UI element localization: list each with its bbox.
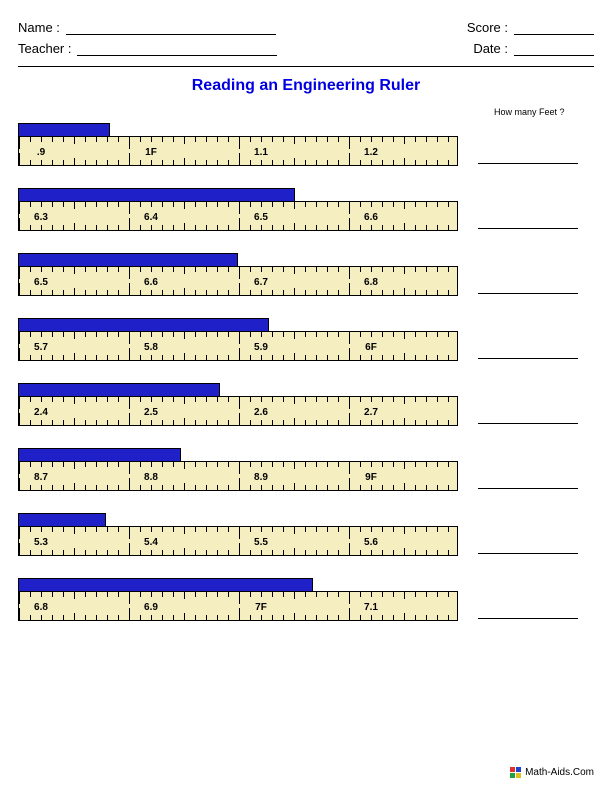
date-input-line[interactable] <box>514 42 594 56</box>
score-input-line[interactable] <box>514 21 594 35</box>
measure-bar <box>18 383 220 396</box>
page-title: Reading an Engineering Ruler <box>18 77 594 95</box>
ruler-label: 5.4 <box>144 537 158 548</box>
footer: Math-Aids.Com <box>510 767 594 778</box>
ruler-label: 6.5 <box>254 212 268 223</box>
ruler-label: 1F <box>145 147 157 158</box>
ruler-label: 6.9 <box>144 602 158 613</box>
name-label: Name : <box>18 20 60 35</box>
measure-bar <box>18 188 295 201</box>
measure-bar <box>18 578 313 591</box>
ruler-label: 5.5 <box>254 537 268 548</box>
answer-input-line[interactable] <box>478 345 578 359</box>
score-label: Score : <box>467 20 508 35</box>
ruler-label: 7.1 <box>364 602 378 613</box>
measure-bar <box>18 253 238 266</box>
ruler: 5.3 5.4 5.5 5.6 <box>18 526 458 556</box>
problem-row: 5.7 5.8 5.9 6F <box>18 318 594 361</box>
ruler-label: 7F <box>255 602 267 613</box>
ruler-label: 6.8 <box>364 277 378 288</box>
problem-row: 6.5 6.6 6.7 6.8 <box>18 253 594 296</box>
problem-row: 2.4 2.5 2.6 2.7 <box>18 383 594 426</box>
problem-row: 8.7 8.8 8.9 9F <box>18 448 594 491</box>
ruler-label: .9 <box>37 147 45 158</box>
ruler-label: 1.1 <box>254 147 268 158</box>
footer-text: Math-Aids.Com <box>525 767 594 778</box>
ruler-label: 5.9 <box>254 342 268 353</box>
answer-input-line[interactable] <box>478 215 578 229</box>
footer-logo-icon <box>510 767 521 778</box>
problem-row: 6.3 6.4 6.5 6.6 <box>18 188 594 231</box>
teacher-input-line[interactable] <box>77 42 277 56</box>
ruler-label: 8.8 <box>144 472 158 483</box>
ruler-label: 6.6 <box>364 212 378 223</box>
ruler-label: 6.7 <box>254 277 268 288</box>
ruler-label: 8.7 <box>34 472 48 483</box>
teacher-label: Teacher : <box>18 41 71 56</box>
answer-input-line[interactable] <box>478 475 578 489</box>
ruler: 2.4 2.5 2.6 2.7 <box>18 396 458 426</box>
answer-input-line[interactable] <box>478 280 578 294</box>
header-divider <box>18 66 594 67</box>
ruler-label: 2.7 <box>364 407 378 418</box>
ruler-label: 2.5 <box>144 407 158 418</box>
worksheet-header: Name : Score : Teacher : Date : <box>18 20 594 56</box>
measure-bar <box>18 318 269 331</box>
answer-input-line[interactable] <box>478 150 578 164</box>
problems-list: .9 1F 1.1 1.2 6.3 6.4 6.5 6.6 6.5 6.6 6.7 6.8 5.7 5.8… <box>18 113 594 621</box>
problem-row: 5.3 5.4 5.5 5.6 <box>18 513 594 556</box>
ruler-label: 1.2 <box>364 147 378 158</box>
ruler-label: 6.8 <box>34 602 48 613</box>
ruler: 6.3 6.4 6.5 6.6 <box>18 201 458 231</box>
problem-row: 6.8 6.9 7F 7.1 <box>18 578 594 621</box>
ruler: 5.7 5.8 5.9 6F <box>18 331 458 361</box>
ruler-label: 5.7 <box>34 342 48 353</box>
ruler-label: 6.6 <box>144 277 158 288</box>
ruler: .9 1F 1.1 1.2 <box>18 136 458 166</box>
measure-bar <box>18 513 106 526</box>
ruler-label: 6.5 <box>34 277 48 288</box>
answer-input-line[interactable] <box>478 605 578 619</box>
answer-input-line[interactable] <box>478 410 578 424</box>
ruler-label: 6F <box>365 342 377 353</box>
name-input-line[interactable] <box>66 21 276 35</box>
ruler-label: 9F <box>365 472 377 483</box>
column-prompt: How many Feet ? <box>494 107 594 117</box>
answer-input-line[interactable] <box>478 540 578 554</box>
ruler-label: 2.4 <box>34 407 48 418</box>
ruler: 8.7 8.8 8.9 9F <box>18 461 458 491</box>
ruler-label: 8.9 <box>254 472 268 483</box>
ruler-label: 2.6 <box>254 407 268 418</box>
problem-row: .9 1F 1.1 1.2 <box>18 123 594 166</box>
ruler-label: 5.6 <box>364 537 378 548</box>
ruler: 6.8 6.9 7F 7.1 <box>18 591 458 621</box>
measure-bar <box>18 123 110 136</box>
ruler-label: 5.3 <box>34 537 48 548</box>
ruler-label: 6.3 <box>34 212 48 223</box>
ruler-label: 6.4 <box>144 212 158 223</box>
date-label: Date : <box>473 41 508 56</box>
ruler-label: 5.8 <box>144 342 158 353</box>
measure-bar <box>18 448 181 461</box>
ruler: 6.5 6.6 6.7 6.8 <box>18 266 458 296</box>
